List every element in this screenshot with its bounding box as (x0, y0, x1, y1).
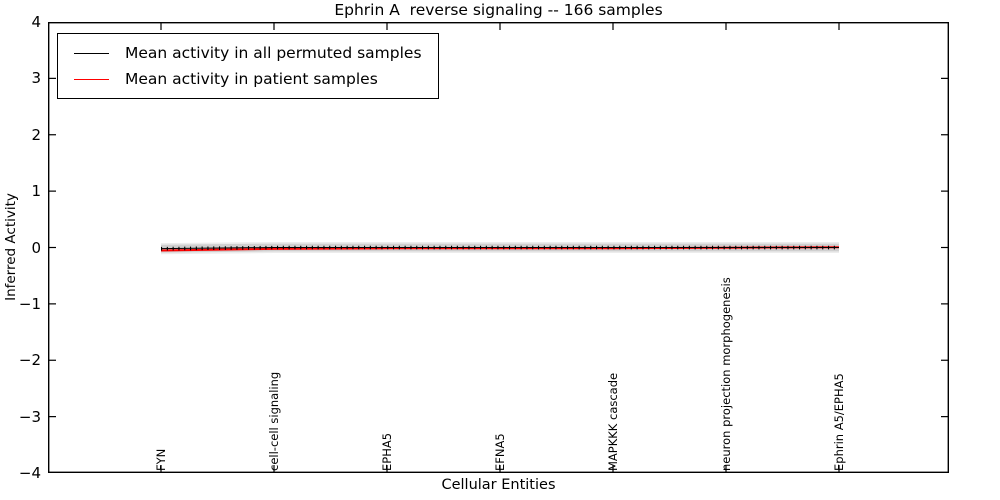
y-tick-label: −2 (18, 351, 41, 370)
legend-label: Mean activity in all permuted samples (125, 44, 422, 62)
patient-mean-line (160, 246, 840, 252)
legend: Mean activity in all permuted samples Mea… (57, 33, 439, 99)
error-band-fringe (161, 242, 839, 255)
x-tick-label: FYN (154, 448, 168, 471)
permuted-mean-markers (160, 245, 839, 251)
x-tick-label: EFNA5 (493, 433, 507, 471)
x-tick-label: neuron projection morphogenesis (719, 277, 733, 471)
y-tick-label: −1 (18, 294, 41, 313)
legend-line-sample (74, 52, 109, 54)
chart-title: Ephrin A reverse signaling -- 166 sample… (334, 1, 663, 19)
x-tick-label: cell-cell signaling (267, 371, 281, 471)
x-axis-label: Cellular Entities (441, 477, 556, 493)
y-tick-label: 2 (31, 125, 41, 144)
y-tick-label: 1 (31, 182, 41, 201)
y-tick-label: 4 (31, 13, 41, 31)
x-tick-label: EPHA5 (380, 432, 394, 471)
y-axis-label: Inferred Activity (3, 193, 19, 301)
y-tick-label: −3 (18, 407, 41, 426)
legend-label: Mean activity in patient samples (125, 70, 378, 88)
permuted-mean-line (160, 247, 839, 250)
y-tick-label: 3 (31, 69, 41, 88)
legend-entry: Mean activity in patient samples (74, 66, 422, 92)
x-tick-label: MAPKKK cascade (606, 372, 620, 471)
legend-line-sample (74, 78, 109, 80)
x-tick-label: Ephrin A5/EPHA5 (832, 373, 846, 471)
y-tick-label: 0 (31, 238, 41, 257)
y-tick-label: −4 (18, 464, 41, 482)
legend-entry: Mean activity in all permuted samples (74, 40, 422, 66)
error-band (161, 243, 839, 253)
